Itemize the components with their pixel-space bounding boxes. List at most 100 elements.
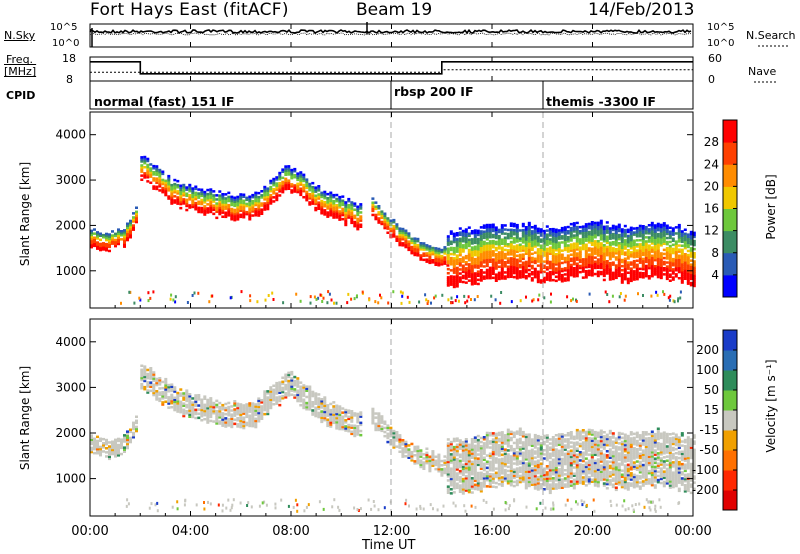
echo-cell	[470, 487, 474, 490]
echo-cell	[650, 250, 654, 253]
echo-cell	[500, 230, 504, 233]
echo-cell	[500, 269, 504, 272]
echo-cell	[449, 455, 453, 458]
echo-cell	[287, 183, 291, 186]
echo-cell	[497, 476, 501, 480]
echo-cell	[566, 468, 570, 472]
echo-cell	[191, 193, 195, 196]
echo-cell	[611, 253, 615, 256]
echo-cell	[626, 240, 630, 244]
echo-cell	[491, 233, 495, 237]
echo-cell	[476, 239, 480, 243]
echo-cell	[233, 216, 237, 220]
echo-cell	[233, 218, 237, 222]
echo-cell	[653, 236, 657, 239]
echo-cell	[455, 281, 459, 284]
echo-cell	[527, 236, 531, 239]
echo-cell	[167, 387, 171, 391]
echo-cell	[683, 277, 687, 280]
echo-cell	[326, 410, 330, 413]
echo-cell	[479, 446, 483, 450]
echo-cell	[173, 189, 177, 192]
echo-cell	[308, 391, 312, 395]
echo-cell	[422, 252, 426, 255]
echo-cell	[90, 229, 93, 233]
echo-cell	[599, 258, 603, 261]
echo-cell	[563, 246, 567, 250]
echo-cell	[356, 219, 360, 223]
echo-cell	[497, 275, 501, 279]
echo-cell	[263, 406, 267, 410]
echo-cell	[596, 233, 600, 237]
echo-cell	[254, 214, 258, 217]
echo-cell	[656, 255, 660, 258]
echo-cell	[233, 410, 237, 413]
echo-cell	[221, 414, 225, 417]
echo-cell	[425, 246, 429, 249]
echo-cell	[209, 401, 213, 404]
echo-cell	[123, 245, 126, 248]
echo-cell	[404, 233, 408, 236]
echo-cell	[566, 471, 570, 474]
echo-cell	[284, 373, 288, 376]
echo-cell	[554, 458, 558, 462]
echo-cell	[521, 433, 525, 436]
echo-cell	[344, 211, 348, 214]
echo-cell	[341, 427, 345, 431]
echo-cell	[212, 198, 216, 201]
echo-cell	[458, 231, 462, 234]
echo-cell	[467, 464, 471, 467]
echo-cell	[551, 436, 555, 439]
echo-cell	[350, 414, 354, 417]
echo-cell	[536, 453, 540, 456]
echo-cell	[269, 402, 273, 406]
echo-cell	[563, 273, 567, 276]
echo-cell	[293, 190, 297, 193]
echo-cell	[653, 248, 657, 252]
echo-cell	[90, 434, 93, 437]
echo-cell	[269, 394, 273, 397]
echo-cell	[293, 176, 297, 179]
echo-cell	[458, 478, 462, 481]
echo-cell	[446, 446, 450, 449]
echo-cell	[278, 186, 282, 189]
echo-cell	[203, 207, 207, 210]
echo-cell	[518, 239, 522, 242]
echo-cell	[596, 270, 600, 274]
echo-cell	[461, 264, 465, 267]
echo-cell	[515, 240, 519, 243]
echo-cell	[152, 185, 156, 188]
echo-cell	[102, 244, 105, 247]
echo-cell	[371, 207, 375, 211]
echo-cell	[620, 228, 624, 231]
echo-cell	[611, 224, 615, 228]
echo-cell	[323, 396, 327, 399]
echo-cell	[500, 226, 504, 229]
echo-cell	[686, 260, 690, 263]
echo-cell	[518, 462, 522, 465]
echo-cell	[326, 201, 330, 204]
echo-cell	[458, 227, 462, 230]
echo-cell	[668, 251, 672, 254]
echo-cell	[380, 415, 384, 418]
echo-cell	[482, 275, 486, 278]
echo-cell	[90, 239, 93, 243]
echo-cell	[650, 262, 654, 266]
echo-cell	[293, 186, 297, 189]
echo-cell	[476, 258, 480, 261]
echo-cell	[542, 235, 546, 239]
echo-cell	[509, 251, 513, 254]
echo-cell	[467, 447, 471, 451]
echo-cell	[578, 264, 582, 268]
echo-cell	[251, 204, 255, 207]
echo-cell	[386, 223, 390, 226]
echo-cell	[668, 261, 672, 264]
echo-cell	[539, 474, 543, 478]
echo-cell	[518, 437, 522, 441]
echo-cell	[485, 231, 489, 235]
echo-cell	[182, 414, 186, 418]
echo-cell	[176, 406, 180, 409]
echo-cell	[584, 243, 588, 246]
echo-cell	[257, 415, 261, 419]
echo-cell	[335, 197, 339, 201]
